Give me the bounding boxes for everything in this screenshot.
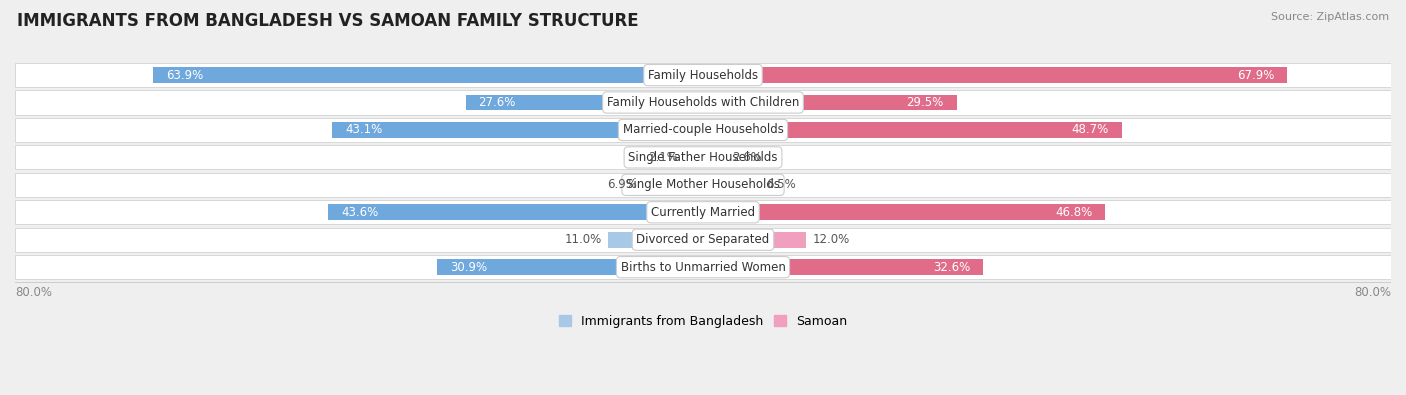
Text: 12.0%: 12.0%: [813, 233, 851, 246]
Text: Births to Unmarried Women: Births to Unmarried Women: [620, 261, 786, 274]
Text: 6.9%: 6.9%: [607, 178, 637, 191]
Bar: [15, 145, 1391, 169]
Text: 43.6%: 43.6%: [340, 206, 378, 219]
Text: Married-couple Households: Married-couple Households: [623, 124, 783, 136]
Bar: [15, 118, 1391, 142]
Bar: [644, 177, 703, 193]
Bar: [703, 259, 983, 275]
Bar: [685, 149, 703, 166]
Text: Single Mother Households: Single Mother Households: [626, 178, 780, 191]
Text: 30.9%: 30.9%: [450, 261, 488, 274]
Bar: [703, 177, 759, 193]
Bar: [703, 232, 806, 248]
Bar: [703, 204, 1105, 220]
Text: 48.7%: 48.7%: [1071, 124, 1109, 136]
Bar: [465, 94, 703, 111]
Bar: [437, 259, 703, 275]
Text: 32.6%: 32.6%: [934, 261, 970, 274]
Text: Currently Married: Currently Married: [651, 206, 755, 219]
Text: 80.0%: 80.0%: [15, 286, 52, 299]
Text: 63.9%: 63.9%: [166, 69, 204, 82]
Text: Family Households: Family Households: [648, 69, 758, 82]
Bar: [703, 67, 1286, 83]
Bar: [703, 122, 1122, 138]
Text: 2.1%: 2.1%: [648, 151, 678, 164]
Text: 11.0%: 11.0%: [564, 233, 602, 246]
Text: Family Households with Children: Family Households with Children: [607, 96, 799, 109]
Text: 29.5%: 29.5%: [907, 96, 943, 109]
Bar: [15, 228, 1391, 252]
Legend: Immigrants from Bangladesh, Samoan: Immigrants from Bangladesh, Samoan: [554, 310, 852, 333]
Text: 27.6%: 27.6%: [478, 96, 516, 109]
Text: 80.0%: 80.0%: [1354, 286, 1391, 299]
Text: Source: ZipAtlas.com: Source: ZipAtlas.com: [1271, 12, 1389, 22]
Text: 6.5%: 6.5%: [766, 178, 796, 191]
Bar: [609, 232, 703, 248]
Text: Single Father Households: Single Father Households: [628, 151, 778, 164]
Bar: [153, 67, 703, 83]
Text: 43.1%: 43.1%: [346, 124, 382, 136]
Bar: [15, 173, 1391, 197]
Bar: [15, 200, 1391, 224]
Text: 2.6%: 2.6%: [733, 151, 762, 164]
Bar: [328, 204, 703, 220]
Text: Divorced or Separated: Divorced or Separated: [637, 233, 769, 246]
Bar: [332, 122, 703, 138]
Bar: [15, 63, 1391, 87]
Text: IMMIGRANTS FROM BANGLADESH VS SAMOAN FAMILY STRUCTURE: IMMIGRANTS FROM BANGLADESH VS SAMOAN FAM…: [17, 12, 638, 30]
Text: 67.9%: 67.9%: [1237, 69, 1274, 82]
Bar: [703, 149, 725, 166]
Bar: [15, 255, 1391, 279]
Bar: [15, 90, 1391, 115]
Text: 46.8%: 46.8%: [1056, 206, 1092, 219]
Bar: [703, 94, 956, 111]
